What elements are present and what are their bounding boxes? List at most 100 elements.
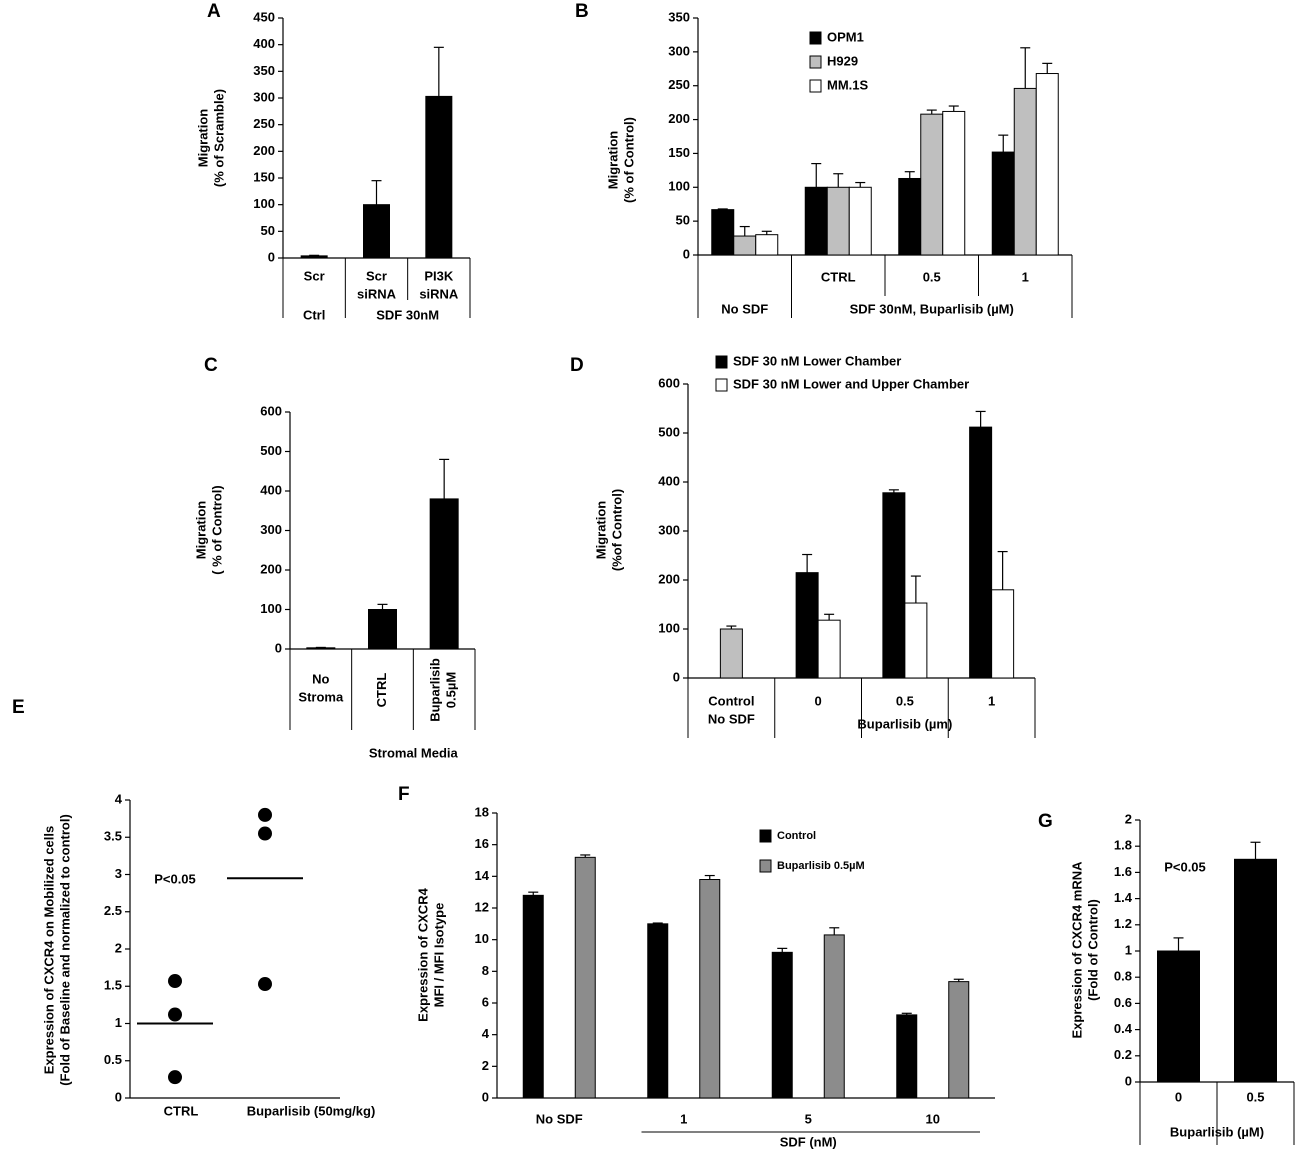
- y-tick-label: 1.2: [1114, 916, 1132, 931]
- y-tick-label: 450: [253, 9, 275, 24]
- bar: [522, 894, 544, 1099]
- y-tick-label: 0.8: [1114, 969, 1132, 984]
- bar: [1013, 87, 1037, 256]
- x-tick-label: No SDF: [536, 1111, 583, 1126]
- bar: [991, 151, 1015, 256]
- y-tick-label: 14: [475, 868, 490, 883]
- x-tick-label: 0.5: [896, 693, 914, 708]
- bar: [826, 186, 850, 256]
- bar: [882, 492, 906, 679]
- y-axis-label: Migration: [605, 131, 620, 190]
- y-axis-label: (% of Scramble): [211, 89, 226, 187]
- group-label: SDF 30nM: [376, 307, 439, 322]
- y-tick-label: 4: [482, 1026, 490, 1041]
- y-tick-label: 300: [658, 522, 680, 537]
- group-label: SDF (nM): [780, 1134, 837, 1149]
- x-tick-label: No: [312, 671, 329, 686]
- legend-swatch: [715, 378, 728, 392]
- y-axis-label: (Fold of Control): [1085, 899, 1100, 1001]
- y-tick-label: 6: [482, 994, 489, 1009]
- bar: [771, 951, 793, 1099]
- y-tick-label: 1: [1125, 942, 1132, 957]
- bar: [1035, 73, 1059, 256]
- y-tick-label: 200: [260, 561, 282, 576]
- y-tick-label: 2: [115, 940, 122, 955]
- y-tick-label: 400: [260, 482, 282, 497]
- y-tick-label: 50: [261, 223, 275, 238]
- y-axis-label: Expression of CXCR4 on Mobilized cells: [41, 826, 56, 1075]
- y-tick-label: 8: [482, 963, 489, 978]
- legend-label: Buparlisib 0.5µM: [777, 860, 865, 872]
- y-tick-label: 0: [1125, 1073, 1132, 1088]
- y-tick-label: 0: [673, 669, 680, 684]
- y-tick-label: 200: [253, 143, 275, 158]
- y-tick-label: 0.4: [1114, 1021, 1133, 1036]
- legend-label: H929: [827, 53, 858, 68]
- panel-letter: B: [575, 1, 589, 22]
- bar: [1234, 858, 1277, 1083]
- y-axis-label: Expression of CXCR4: [415, 887, 430, 1021]
- group-label: No SDF: [721, 301, 768, 316]
- legend-swatch: [809, 55, 822, 69]
- bar: [574, 856, 596, 1099]
- y-tick-label: 1.8: [1114, 838, 1132, 853]
- bar: [896, 1014, 918, 1099]
- y-tick-label: 2: [1125, 811, 1132, 826]
- bar: [904, 602, 928, 679]
- y-axis-label: ( % of Control): [209, 485, 224, 575]
- y-tick-label: 500: [260, 443, 282, 458]
- x-tick-label: 1: [680, 1111, 687, 1126]
- y-tick-label: 400: [658, 473, 680, 488]
- x-tick-label: PI3K: [424, 268, 454, 283]
- x-tick-label: 0: [815, 693, 822, 708]
- x-tick-label: Scr: [304, 268, 325, 283]
- bar: [795, 572, 819, 679]
- y-tick-label: 1.4: [1114, 890, 1133, 905]
- y-axis-label: Expression of CXCR4 mRNA: [1069, 861, 1084, 1039]
- panel-letter: A: [207, 1, 221, 22]
- bar: [363, 204, 390, 259]
- y-tick-label: 2: [482, 1058, 489, 1073]
- y-tick-label: 600: [260, 403, 282, 418]
- bar: [991, 589, 1015, 679]
- annotation: P<0.05: [1164, 859, 1206, 874]
- y-tick-label: 100: [253, 196, 275, 211]
- bar: [817, 619, 841, 679]
- y-tick-label: 100: [658, 620, 680, 635]
- y-tick-label: 500: [658, 424, 680, 439]
- bar: [969, 426, 993, 679]
- x-tick-label: 1: [988, 693, 995, 708]
- bar: [942, 110, 966, 256]
- bar: [1157, 950, 1200, 1083]
- bar: [368, 609, 397, 650]
- x-tick-label: 1: [1022, 269, 1029, 284]
- bar: [699, 879, 721, 1099]
- y-tick-label: 200: [658, 571, 680, 586]
- y-tick-label: 1.5: [104, 978, 122, 993]
- y-tick-label: 150: [668, 145, 690, 160]
- x-tick-label: 5: [805, 1111, 812, 1126]
- bar: [733, 235, 757, 256]
- legend-swatch: [715, 355, 728, 369]
- y-axis-label: Migration: [193, 501, 208, 560]
- bar: [425, 95, 453, 259]
- y-tick-label: 1: [115, 1015, 122, 1030]
- data-point: [168, 1007, 182, 1022]
- x-tick-label: CTRL: [164, 1103, 199, 1118]
- y-tick-label: 0.5: [104, 1052, 122, 1067]
- y-tick-label: 0: [275, 640, 282, 655]
- data-point: [168, 1070, 182, 1085]
- y-tick-label: 300: [668, 43, 690, 58]
- x-tick-label: 0.5µM: [444, 672, 459, 708]
- y-tick-label: 18: [475, 804, 489, 819]
- legend-swatch: [759, 859, 772, 873]
- panel-letter: F: [398, 784, 410, 805]
- y-axis-label: MFI / MFI Isotype: [431, 903, 446, 1008]
- data-point: [258, 977, 272, 992]
- data-point: [258, 807, 272, 822]
- legend-label: Control: [777, 830, 816, 842]
- bar: [755, 234, 779, 256]
- y-tick-label: 0.6: [1114, 995, 1132, 1010]
